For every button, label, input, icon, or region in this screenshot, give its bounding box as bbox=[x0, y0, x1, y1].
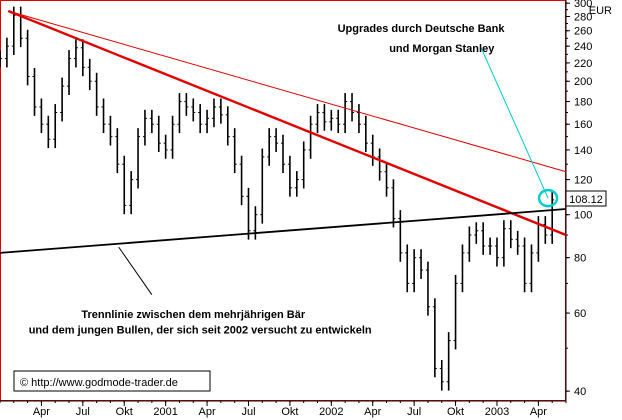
annotations: Upgrades durch Deutsche Bank und Morgan S… bbox=[29, 23, 506, 336]
highlight-circle bbox=[537, 188, 559, 208]
last-price-label: 108.12 bbox=[569, 194, 603, 206]
last-price-box bbox=[565, 190, 607, 207]
y-tick-label-11: 80 bbox=[574, 253, 586, 265]
annotation-1: und Morgan Stanley bbox=[389, 43, 495, 55]
x-tick-label-0: Apr bbox=[33, 406, 50, 418]
price-series bbox=[0, 6, 555, 391]
copyright-box bbox=[13, 370, 211, 392]
annotation-3: und dem jungen Bullen, der sich seit 200… bbox=[29, 324, 372, 336]
x-tick-label-7: 2002 bbox=[319, 406, 343, 418]
annotation-2: Trennlinie zwischen dem mehrjährigen Bär bbox=[81, 309, 305, 321]
y-tick-label-0: 300 bbox=[574, 0, 592, 10]
y-tick-label-9: 120 bbox=[574, 175, 592, 187]
x-tick-label-11: 2003 bbox=[485, 406, 509, 418]
x-tick-label-2: Okt bbox=[116, 406, 133, 418]
x-tick-label-6: Okt bbox=[281, 406, 298, 418]
y-tick-label-4: 220 bbox=[574, 58, 592, 70]
y-tick-label-10: 100 bbox=[574, 210, 592, 222]
annotation-pointer bbox=[118, 246, 153, 295]
y-tick-label-1: 280 bbox=[574, 11, 592, 23]
x-tick-label-3: 2001 bbox=[153, 406, 177, 418]
x-tick-label-1: Jul bbox=[76, 406, 90, 418]
x-tick-label-10: Okt bbox=[447, 406, 464, 418]
trend-lines bbox=[0, 9, 567, 254]
trend-line-2 bbox=[0, 208, 567, 254]
y-tick-label-3: 240 bbox=[574, 41, 592, 53]
x-tick-label-5: Jul bbox=[241, 406, 255, 418]
y-tick-label-5: 200 bbox=[574, 76, 592, 88]
copyright-text: © http://www.godmode-trader.de bbox=[20, 377, 178, 389]
annotation-0: Upgrades durch Deutsche Bank bbox=[338, 23, 506, 35]
y-tick-label-2: 260 bbox=[574, 26, 592, 38]
y-tick-label-8: 140 bbox=[574, 145, 592, 157]
y-tick-label-12: 60 bbox=[574, 308, 586, 320]
trend-line-0 bbox=[7, 9, 567, 237]
x-tick-label-8: Apr bbox=[364, 406, 381, 418]
y-tick-label-6: 180 bbox=[574, 97, 592, 109]
trend-line-1 bbox=[8, 10, 567, 173]
currency-label: EUR bbox=[589, 5, 612, 17]
x-axis: Apr Jul Okt 2001 Apr Jul Okt 2002 Apr Jul Okt 2003 A… bbox=[0, 401, 567, 418]
x-tick-label-12: Apr bbox=[530, 406, 547, 418]
x-tick-label-9: Jul bbox=[407, 406, 421, 418]
trend-line-3 bbox=[479, 45, 549, 199]
y-tick-label-7: 160 bbox=[574, 119, 592, 131]
y-tick-label-13: 40 bbox=[574, 386, 586, 398]
x-tick-label-4: Apr bbox=[199, 406, 216, 418]
